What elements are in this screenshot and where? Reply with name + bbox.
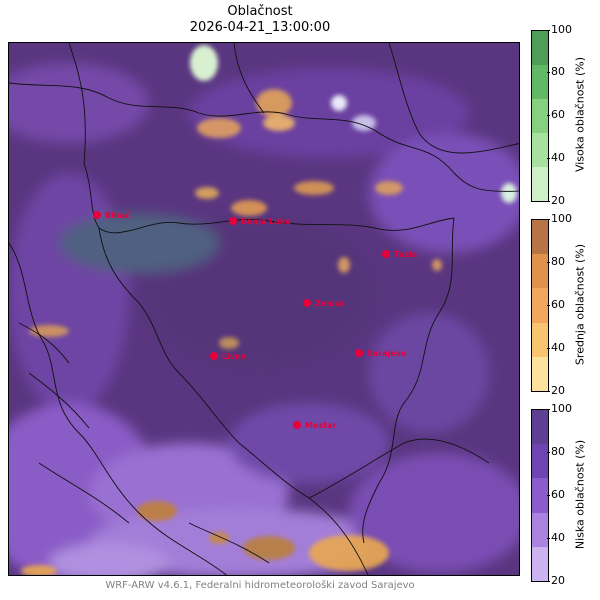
map-title: Oblačnost xyxy=(227,4,293,19)
colorbar-tick: 80 xyxy=(547,255,565,268)
city-bihac[interactable]: Bihać xyxy=(93,210,130,220)
city-livno[interactable]: Livno xyxy=(210,352,247,361)
city-mostar[interactable]: Mostar xyxy=(293,421,336,430)
city-banja-luka[interactable]: Banja Luka xyxy=(229,217,291,226)
colorbar-tick: 80 xyxy=(547,445,565,458)
colorbar-segment xyxy=(532,322,548,357)
colorbar-segment xyxy=(532,254,548,289)
colorbar-segment xyxy=(532,546,548,581)
city-tuzla[interactable]: Tuzla xyxy=(382,250,417,259)
colorbar-segment xyxy=(532,288,548,323)
colorbar-tick: 20 xyxy=(547,574,565,587)
footer-credit: WRF-ARW v4.6.1, Federalni hidrometeorolo… xyxy=(105,580,415,591)
colorbar-segment xyxy=(532,410,548,445)
colorbar-segment xyxy=(532,167,548,201)
colorbar-tick: 80 xyxy=(547,65,565,78)
colorbar-label: Visoka oblačnost (%) xyxy=(573,56,587,173)
colorbar-segment xyxy=(532,444,548,479)
city-zenica[interactable]: Zenica xyxy=(303,299,345,308)
colorbar-segment xyxy=(532,512,548,547)
colorbar-tick: 20 xyxy=(547,194,565,207)
map-canvas: Bihać Banja Luka Tuzla Zenica Livno Sara… xyxy=(9,43,519,575)
colorbar-segment xyxy=(532,220,548,255)
cloud-cover-map: Bihać Banja Luka Tuzla Zenica Livno Sara… xyxy=(8,42,520,576)
colorbar-low-cloud xyxy=(531,409,549,582)
high-cloud-layer xyxy=(190,45,517,203)
colorbar-segment xyxy=(532,31,548,65)
city-markers: Bihać Banja Luka Tuzla Zenica Livno Sara… xyxy=(93,210,417,430)
colorbar-tick: 60 xyxy=(547,298,565,311)
map-datetime: 2026-04-21_13:00:00 xyxy=(189,20,331,35)
colorbar-high-cloud xyxy=(531,30,549,202)
colorbar-segment xyxy=(532,133,548,167)
colorbar-tick: 40 xyxy=(547,151,565,164)
city-label: Mostar xyxy=(305,421,336,430)
mid-cloud-layer xyxy=(21,89,442,575)
colorbar-label: Niska oblačnost (%) xyxy=(573,439,587,550)
colorbar-tick: 100 xyxy=(547,402,572,415)
colorbar-segment xyxy=(532,478,548,513)
city-label: Bihać xyxy=(105,210,130,220)
country-borders xyxy=(9,43,519,575)
colorbar-tick: 100 xyxy=(547,23,572,36)
colorbar-tick: 40 xyxy=(547,531,565,544)
city-label: Banja Luka xyxy=(241,217,291,226)
city-label: Zenica xyxy=(315,299,345,308)
city-label: Sarajevo xyxy=(367,349,407,358)
colorbar-tick: 60 xyxy=(547,488,565,501)
colorbar-segment xyxy=(532,99,548,133)
city-label: Livno xyxy=(222,352,247,361)
city-label: Tuzla xyxy=(394,250,417,259)
city-sarajevo[interactable]: Sarajevo xyxy=(355,349,407,358)
colorbar-tick: 20 xyxy=(547,384,565,397)
colorbar-segment xyxy=(532,65,548,99)
colorbar-tick: 60 xyxy=(547,108,565,121)
colorbar-segment xyxy=(532,356,548,391)
colorbar-tick: 40 xyxy=(547,341,565,354)
colorbar-tick: 100 xyxy=(547,212,572,225)
colorbar-label: Srednja oblačnost (%) xyxy=(573,243,587,366)
low-cloud-layer xyxy=(9,63,519,575)
